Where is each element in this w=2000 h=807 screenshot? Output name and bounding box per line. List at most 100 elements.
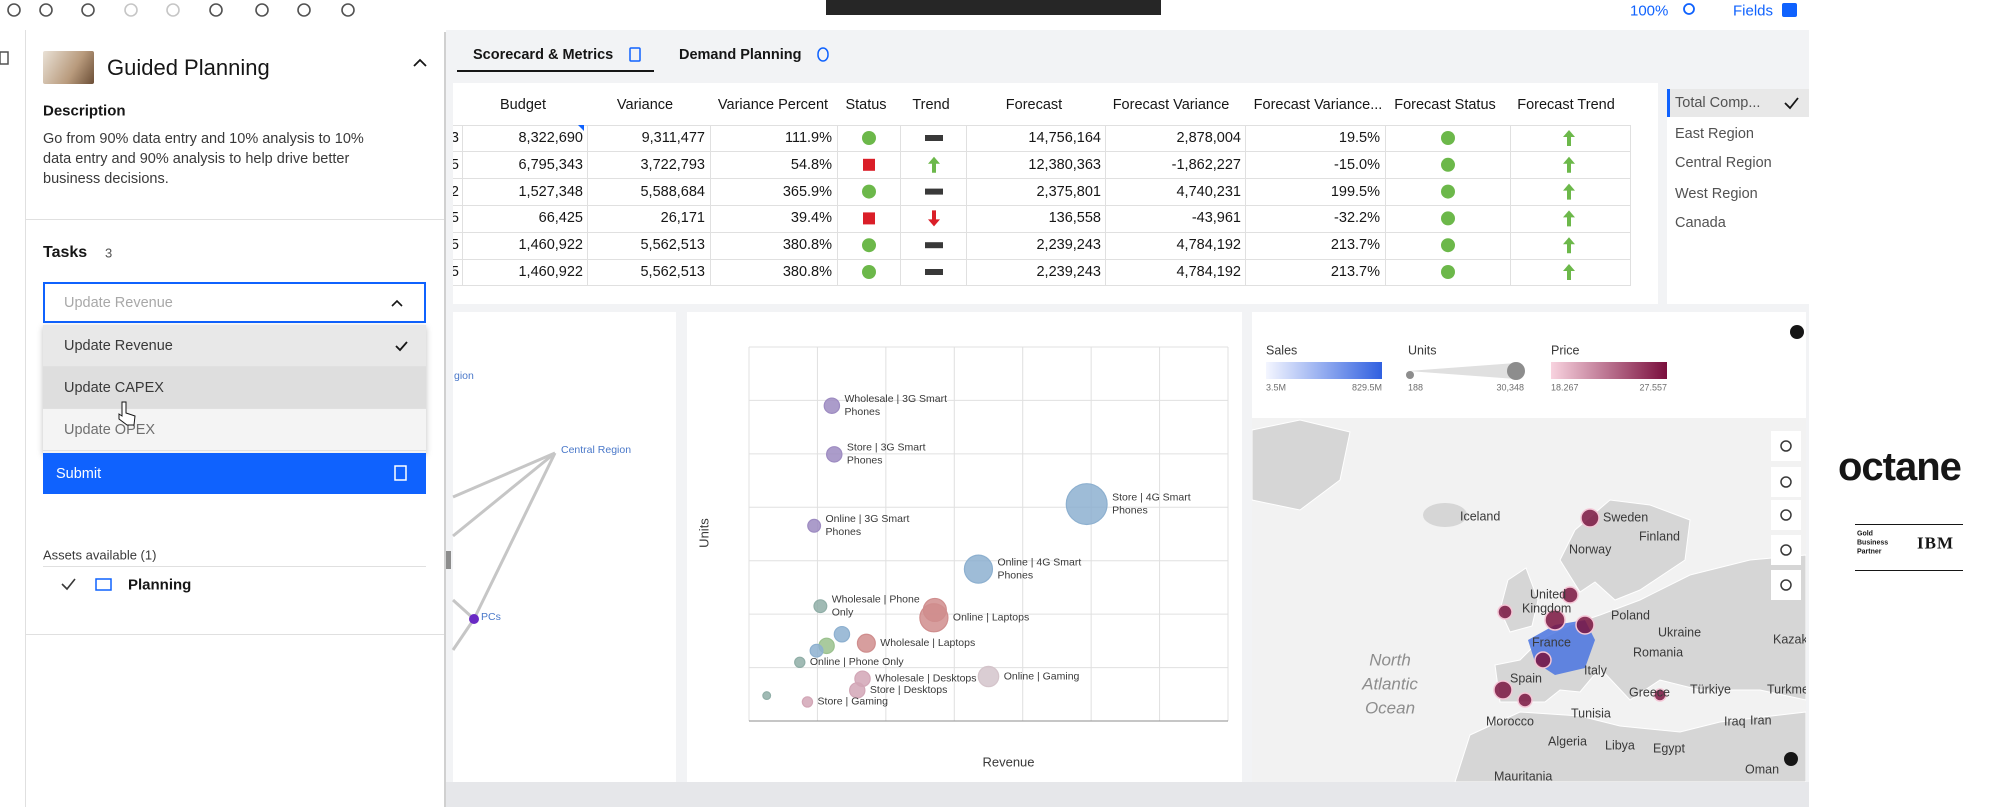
row-line xyxy=(453,231,1630,233)
table-cell: 213.7% xyxy=(1330,263,1380,280)
filter-item[interactable]: West Region xyxy=(1675,185,1758,202)
row-line xyxy=(453,285,1630,287)
table-cell: 5,562,513 xyxy=(640,236,705,253)
table-cell: 1,527,348 xyxy=(518,183,583,200)
option-label: Update Revenue xyxy=(64,337,173,354)
select-placeholder: Update Revenue xyxy=(64,294,173,311)
column-header[interactable]: Forecast Variance xyxy=(1112,96,1230,113)
table-cell: 14,756,164 xyxy=(1028,129,1101,146)
tasks-heading: Tasks xyxy=(43,244,88,261)
submit-label: Submit xyxy=(56,465,102,482)
table-cell: 1,460,922 xyxy=(518,236,583,253)
option-label: Update OPEX xyxy=(64,421,156,438)
column-line xyxy=(710,125,711,286)
description-text: business decisions. xyxy=(43,170,169,187)
table-cell: 3,722,793 xyxy=(640,156,705,173)
brand-line xyxy=(1855,570,1963,571)
column-header[interactable]: Status xyxy=(845,96,887,113)
table-cell: -1,862,227 xyxy=(1171,156,1241,173)
table-cell: 365.9% xyxy=(782,183,832,200)
asset-name[interactable]: Planning xyxy=(128,576,192,594)
table-cell: 6,795,343 xyxy=(518,156,583,173)
task-select[interactable] xyxy=(43,282,426,323)
row-line xyxy=(453,205,1630,206)
table-cell: -43,961 xyxy=(1191,210,1241,227)
partner-text: Partner xyxy=(1857,548,1882,556)
table-cell: 2,878,004 xyxy=(1176,129,1241,146)
brand-logo: octane xyxy=(1838,445,1962,489)
ibm-logo: IBM xyxy=(1917,533,1954,553)
option-row[interactable] xyxy=(43,367,426,409)
column-line xyxy=(966,125,967,286)
column-header[interactable]: Trend xyxy=(912,96,950,113)
assets-divider xyxy=(43,566,426,567)
column-header[interactable]: Budget xyxy=(500,96,546,113)
table-cell: 12,380,363 xyxy=(1028,156,1101,173)
top-overlay xyxy=(826,0,1161,15)
table-cell: 5,562,513 xyxy=(640,263,705,280)
submit-button[interactable] xyxy=(43,453,426,494)
row-line xyxy=(453,124,1630,126)
column-header[interactable]: Forecast Status xyxy=(1394,96,1496,113)
table-cell: 213.7% xyxy=(1330,236,1380,253)
table-cell: -32.2% xyxy=(1334,210,1380,227)
panel-bottom-divider xyxy=(26,634,444,635)
table-cell: 5,588,684 xyxy=(640,183,705,200)
column-header[interactable]: Variance xyxy=(616,96,674,113)
tab-underline xyxy=(457,70,654,72)
column-line xyxy=(1630,125,1631,286)
column-header[interactable]: Forecast Variance... xyxy=(1253,96,1383,113)
column-line xyxy=(1385,125,1386,286)
column-line xyxy=(1510,125,1511,286)
option-label: Update CAPEX xyxy=(64,379,164,396)
tasks-count: 3 xyxy=(105,245,113,261)
column-line xyxy=(900,125,901,286)
table-cell: 9,311,477 xyxy=(641,129,705,146)
fields-button[interactable]: Fields xyxy=(1733,2,1774,20)
option-row[interactable] xyxy=(43,409,426,451)
row-id: 5 xyxy=(453,156,459,173)
scatter-panel xyxy=(687,312,1242,782)
filter-item[interactable]: Total Comp... xyxy=(1675,94,1761,111)
description-text: data entry and 90% analysis to help driv… xyxy=(43,150,350,167)
column-line xyxy=(462,125,463,286)
description-heading: Description xyxy=(43,102,126,120)
filter-item[interactable]: Canada xyxy=(1675,214,1726,231)
column-line xyxy=(837,125,838,286)
filter-item[interactable]: Central Region xyxy=(1675,154,1772,171)
splitter-handle xyxy=(446,551,451,569)
table-cell: 4,784,192 xyxy=(1176,236,1241,253)
table-cell: 111.9% xyxy=(784,129,832,146)
tab[interactable]: Demand Planning xyxy=(679,46,802,63)
row-id: 5 xyxy=(453,236,459,253)
section-divider xyxy=(26,219,444,220)
partner-text: Business xyxy=(1857,539,1889,547)
table-cell: 2,239,243 xyxy=(1036,236,1101,253)
row-id: 5 xyxy=(453,210,459,227)
table-cell: 4,740,231 xyxy=(1176,183,1241,200)
column-header[interactable]: Variance Percent xyxy=(717,96,829,113)
table-cell: 1,460,922 xyxy=(518,263,583,280)
column-line xyxy=(1105,125,1106,286)
panel-title: Guided Planning xyxy=(107,55,270,80)
column-header[interactable]: Forecast xyxy=(1005,96,1063,113)
scorecard-table: Budget Variance Variance Percent Status Tren… xyxy=(453,83,1658,304)
column-line xyxy=(1245,125,1246,286)
row-line xyxy=(453,258,1630,260)
table-cell: 199.5% xyxy=(1330,183,1380,200)
option-row[interactable] xyxy=(43,325,426,367)
zoom-level[interactable]: 100% xyxy=(1630,2,1669,20)
brand-area xyxy=(1809,0,2000,807)
panel-thumbnail xyxy=(43,51,94,84)
column-header[interactable]: Forecast Trend xyxy=(1517,96,1615,113)
table-cell: 2,375,801 xyxy=(1036,183,1101,200)
filter-item[interactable]: East Region xyxy=(1675,125,1754,142)
table-cell: 26,171 xyxy=(660,210,705,227)
table-cell: 19.5% xyxy=(1338,129,1380,146)
description-text: Go from 90% data entry and 10% analysis … xyxy=(43,130,364,147)
network-panel xyxy=(453,312,676,782)
tab[interactable]: Scorecard & Metrics xyxy=(473,46,614,63)
column-line xyxy=(587,125,588,286)
assets-heading: Assets available (1) xyxy=(43,547,157,563)
